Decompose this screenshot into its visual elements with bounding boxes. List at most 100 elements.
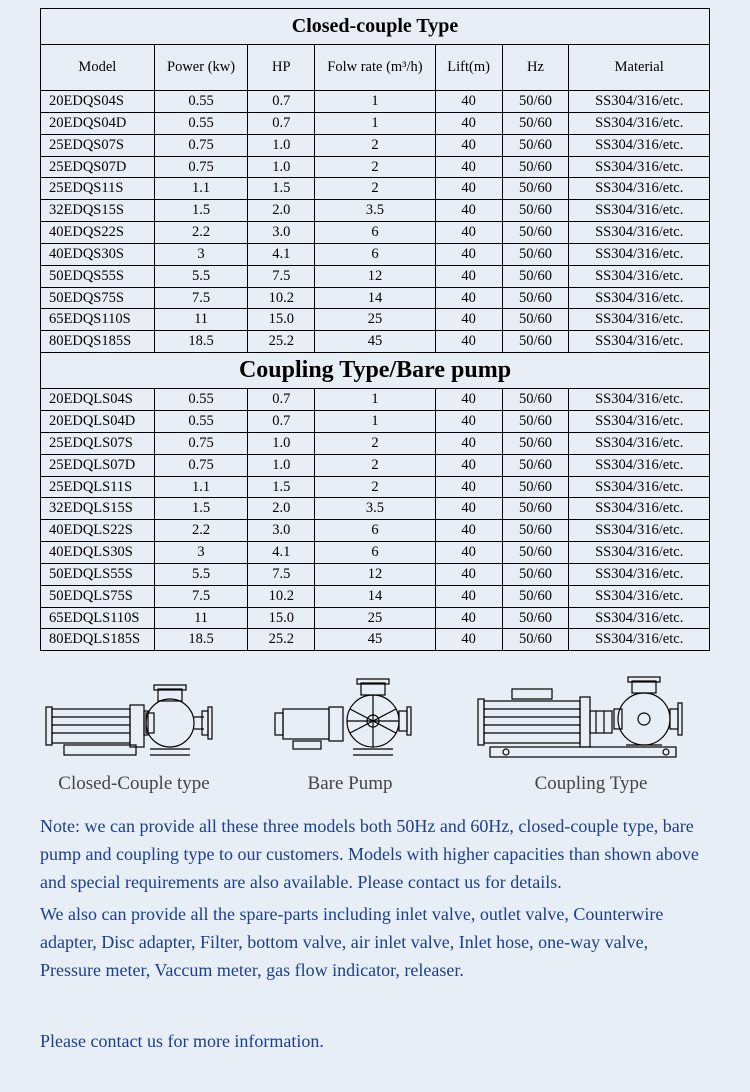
table-row: 50EDQS55S5.57.5124050/60SS304/316/etc. [41,265,710,287]
table-cell: 1.0 [248,134,315,156]
table-cell: 2.0 [248,498,315,520]
table-cell: 50/60 [502,134,569,156]
table-cell: SS304/316/etc. [569,410,710,432]
table-cell: 40 [435,563,502,585]
table-cell: 12 [315,265,435,287]
table-row: 32EDQLS15S1.52.03.54050/60SS304/316/etc. [41,498,710,520]
table-cell: SS304/316/etc. [569,287,710,309]
table-cell: 40 [435,156,502,178]
table-section2-title: Coupling Type/Bare pump [41,353,710,389]
table-cell: 25EDQLS11S [41,476,155,498]
table-cell: 45 [315,629,435,651]
table-cell: 50EDQLS75S [41,585,155,607]
table-cell: 20EDQLS04D [41,410,155,432]
table-cell: 50/60 [502,91,569,113]
table-cell: 6 [315,520,435,542]
table-section2-row: Coupling Type/Bare pump [41,353,710,389]
note-para-1: Note: we can provide all these three mod… [40,813,710,897]
table-cell: 50/60 [502,498,569,520]
table-cell: 2 [315,134,435,156]
table-cell: SS304/316/etc. [569,112,710,134]
table-cell: 50/60 [502,156,569,178]
table-cell: 0.7 [248,91,315,113]
col-header: Folw rate (m³/h) [315,45,435,91]
table-cell: 25EDQLS07S [41,432,155,454]
col-header: Hz [502,45,569,91]
table-row: 32EDQS15S1.52.03.54050/60SS304/316/etc. [41,200,710,222]
table-cell: 25.2 [248,331,315,353]
table-row: 80EDQS185S18.525.2454050/60SS304/316/etc… [41,331,710,353]
table-cell: SS304/316/etc. [569,542,710,564]
table-cell: 2 [315,476,435,498]
table-cell: 14 [315,585,435,607]
table-cell: 25EDQS11S [41,178,155,200]
table-cell: 2 [315,178,435,200]
col-header: Model [41,45,155,91]
table-cell: 40 [435,585,502,607]
table-cell: 50/60 [502,629,569,651]
table-cell: SS304/316/etc. [569,222,710,244]
table-row: 65EDQS110S1115.0254050/60SS304/316/etc. [41,309,710,331]
table-cell: 50/60 [502,265,569,287]
table-cell: 50/60 [502,410,569,432]
table-cell: 50/60 [502,200,569,222]
table-cell: 50/60 [502,331,569,353]
table-cell: 0.7 [248,389,315,411]
table-cell: SS304/316/etc. [569,607,710,629]
table-cell: 3.0 [248,520,315,542]
table-row: 25EDQLS07D0.751.024050/60SS304/316/etc. [41,454,710,476]
table-cell: 40 [435,454,502,476]
table-cell: 50/60 [502,243,569,265]
table-row: 25EDQS07S0.751.024050/60SS304/316/etc. [41,134,710,156]
table-cell: 10.2 [248,287,315,309]
table-cell: 1.5 [248,476,315,498]
page: Closed-couple Type ModelPower (kw)HPFolw… [0,0,750,1092]
table-cell: 7.5 [154,287,248,309]
table-cell: SS304/316/etc. [569,476,710,498]
pump-coupling-icon [476,667,706,767]
table-cell: 50EDQS75S [41,287,155,309]
table-cell: 32EDQLS15S [41,498,155,520]
table-cell: 5.5 [154,563,248,585]
pump-closed-couple-icon [44,667,224,767]
table-cell: 25EDQS07D [41,156,155,178]
table-cell: SS304/316/etc. [569,389,710,411]
table-row: 25EDQS07D0.751.024050/60SS304/316/etc. [41,156,710,178]
table-cell: 3.5 [315,498,435,520]
table-cell: 40 [435,498,502,520]
col-header: Power (kw) [154,45,248,91]
table-cell: 25 [315,309,435,331]
table-cell: SS304/316/etc. [569,432,710,454]
table-cell: SS304/316/etc. [569,243,710,265]
table-row: 50EDQS75S7.510.2144050/60SS304/316/etc. [41,287,710,309]
table-cell: 40 [435,91,502,113]
table-cell: 1.0 [248,156,315,178]
table-row: 40EDQS22S2.23.064050/60SS304/316/etc. [41,222,710,244]
table-cell: 40 [435,410,502,432]
table-cell: SS304/316/etc. [569,498,710,520]
table-cell: 50/60 [502,389,569,411]
contact-line: Please contact us for more information. [40,1031,710,1052]
table-cell: 4.1 [248,243,315,265]
table-cell: 7.5 [154,585,248,607]
table-cell: 40EDQLS22S [41,520,155,542]
table-cell: 40 [435,134,502,156]
col-header: Material [569,45,710,91]
table-title-row: Closed-couple Type [41,9,710,45]
table-cell: 1.1 [154,178,248,200]
table-cell: 6 [315,542,435,564]
table-cell: SS304/316/etc. [569,585,710,607]
table-cell: 40EDQLS30S [41,542,155,564]
table-cell: SS304/316/etc. [569,134,710,156]
table-cell: 50/60 [502,432,569,454]
table-cell: 40 [435,389,502,411]
table-cell: 32EDQS15S [41,200,155,222]
table-cell: 4.1 [248,542,315,564]
table-cell: 50/60 [502,607,569,629]
table-cell: 40 [435,607,502,629]
table-cell: 45 [315,331,435,353]
table-cell: 50/60 [502,476,569,498]
table-cell: 40 [435,200,502,222]
diagram-label: Bare Pump [308,773,393,795]
table-cell: 1.5 [248,178,315,200]
